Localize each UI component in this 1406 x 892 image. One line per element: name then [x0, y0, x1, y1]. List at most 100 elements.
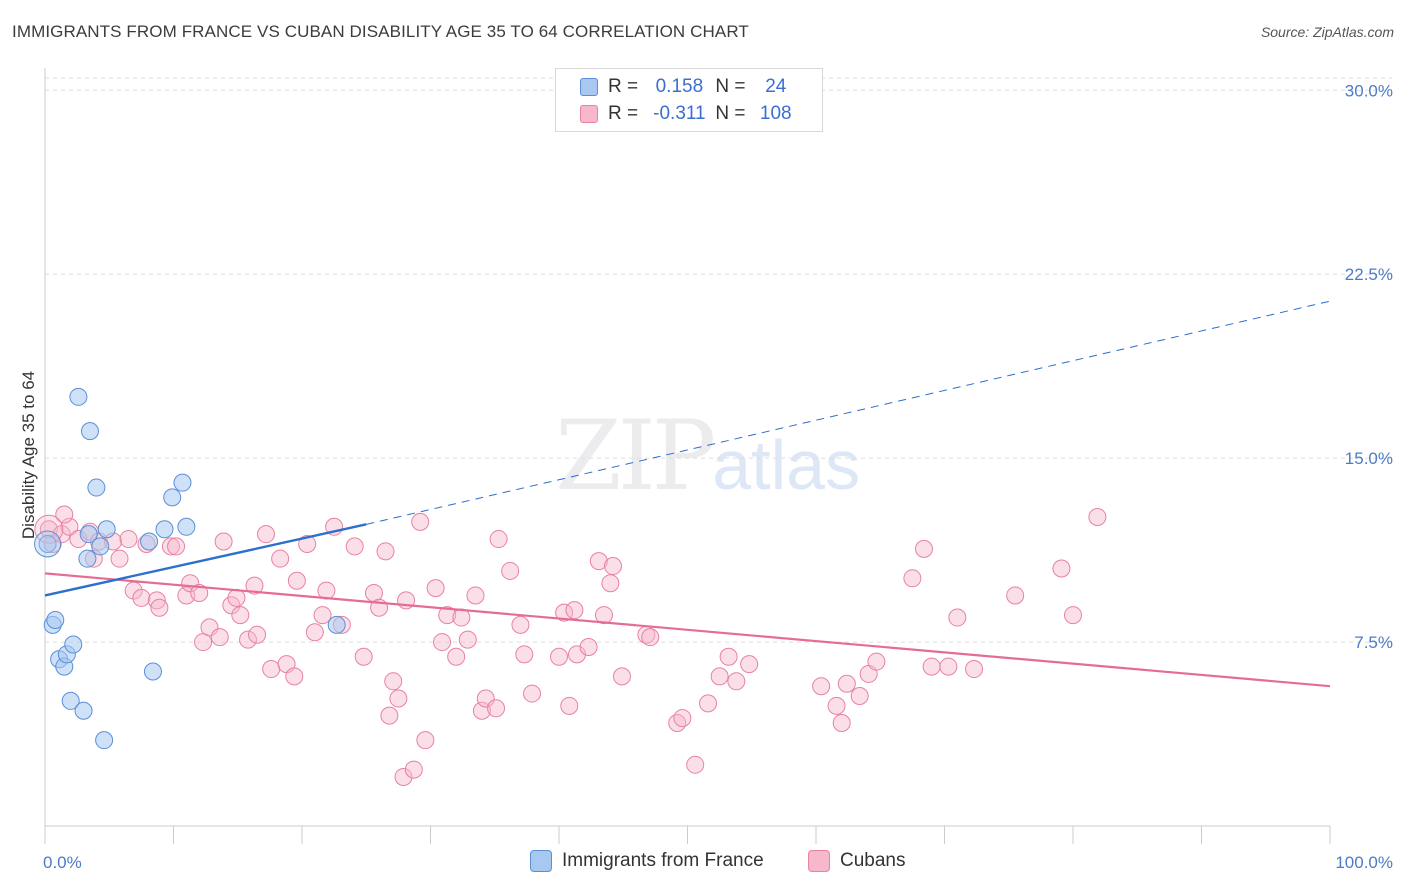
- france-point: [64, 635, 83, 654]
- cuban-point: [257, 525, 276, 544]
- cuban-point: [555, 603, 574, 622]
- series-swatch-france: [530, 850, 552, 872]
- cuban-point: [601, 574, 620, 593]
- series-legend-label: Cubans: [840, 850, 906, 871]
- legend-r-value: 0.158: [655, 76, 704, 97]
- legend-n-value: 24: [765, 76, 787, 97]
- legend-swatch-cubans: [580, 105, 598, 123]
- cuban-point: [719, 647, 738, 666]
- legend-row-france: R = 0.158 N = 24: [580, 74, 801, 100]
- legend-r-label: R =: [608, 76, 639, 97]
- cuban-point: [837, 674, 856, 693]
- cuban-point: [523, 684, 542, 703]
- cuban-point: [550, 647, 568, 666]
- y-tick-label: 15.0%: [1345, 449, 1393, 468]
- france-point: [79, 525, 98, 544]
- series-legend-cubans[interactable]: Cubans: [808, 850, 906, 872]
- cuban-point: [511, 615, 530, 634]
- france-point: [80, 422, 99, 441]
- france-point: [78, 549, 97, 568]
- cuban-point: [603, 557, 622, 576]
- cuban-point: [515, 645, 534, 664]
- cuban-point: [673, 709, 692, 728]
- cuban-point: [147, 591, 166, 610]
- france-point: [143, 662, 162, 681]
- cuban-point: [589, 552, 608, 571]
- cuban-point: [1064, 606, 1082, 625]
- cuban-point: [727, 672, 746, 691]
- cuban-point: [298, 534, 317, 553]
- y-axis-label: Disability Age 35 to 64: [19, 371, 38, 539]
- cuban-point: [699, 694, 718, 713]
- cuban-point: [668, 713, 687, 732]
- cuban-point: [447, 647, 466, 666]
- cuban-point: [404, 760, 423, 779]
- cuban-point: [579, 637, 598, 656]
- series-legend: Immigrants from France Cubans: [0, 850, 1406, 878]
- cuban-point: [132, 588, 151, 607]
- cuban-point: [922, 657, 941, 676]
- cuban-point: [567, 645, 586, 664]
- cuban-point: [948, 608, 967, 627]
- cuban-point: [1088, 507, 1107, 526]
- cuban-point: [416, 731, 435, 750]
- legend-row-cubans: R = -0.311 N = 108: [580, 101, 801, 127]
- cuban-point: [487, 699, 506, 718]
- cuban-point: [287, 571, 306, 590]
- cuban-point: [452, 608, 471, 627]
- france-point-large: [34, 530, 62, 558]
- legend-n-value: 108: [759, 103, 792, 124]
- france-point: [95, 731, 114, 750]
- cuban-point: [305, 623, 324, 642]
- cuban-point: [867, 652, 886, 671]
- cuban-point: [965, 660, 984, 679]
- cuban-point: [345, 537, 364, 556]
- cuban-point: [271, 549, 290, 568]
- watermark-zip: ZIP: [555, 400, 716, 512]
- cuban-point: [641, 628, 660, 647]
- cuban-point: [245, 576, 264, 595]
- france-point: [163, 488, 182, 507]
- cuban-point: [489, 530, 508, 549]
- cuban-point: [710, 667, 729, 686]
- series-swatch-cubans: [808, 850, 830, 872]
- correlation-legend: R = 0.158 N = 24 R = -0.311 N = 108: [555, 68, 823, 132]
- legend-r-value: -0.311: [653, 103, 706, 124]
- cuban-point: [914, 539, 933, 558]
- cuban-point: [501, 561, 520, 580]
- series-legend-france[interactable]: Immigrants from France: [530, 850, 764, 872]
- france-point: [61, 691, 80, 710]
- y-tick-label: 30.0%: [1345, 81, 1393, 100]
- cuban-point: [565, 601, 584, 620]
- legend-n-label: N =: [715, 76, 746, 97]
- cuban-point: [433, 633, 452, 652]
- legend-n-label: N =: [715, 103, 746, 124]
- series-legend-label: Immigrants from France: [562, 850, 764, 871]
- france-point: [38, 534, 57, 553]
- cuban-point: [214, 532, 233, 551]
- cuban-point: [380, 706, 399, 725]
- cuban-point: [466, 586, 485, 605]
- france-point: [173, 473, 192, 492]
- chart-title: IMMIGRANTS FROM FRANCE VS CUBAN DISABILI…: [12, 22, 749, 41]
- france-point: [97, 520, 116, 539]
- cuban-point: [384, 672, 403, 691]
- cuban-point: [227, 588, 246, 607]
- france-point: [46, 610, 65, 629]
- cuban-point: [426, 579, 445, 598]
- cuban-point: [686, 755, 705, 774]
- france-trend-extension: [366, 300, 1331, 525]
- cuban-trend-line: [44, 572, 1331, 688]
- cuban-point: [248, 625, 267, 644]
- cuban-point: [612, 667, 631, 686]
- cuban-point: [850, 687, 869, 706]
- france-point: [327, 615, 346, 634]
- cuban-point: [394, 767, 413, 786]
- y-tick-label: 7.5%: [1354, 633, 1393, 652]
- france-point: [74, 701, 93, 720]
- france-point: [177, 517, 196, 536]
- cuban-point: [110, 549, 129, 568]
- cuban-point: [119, 530, 138, 549]
- cuban-point: [389, 689, 408, 708]
